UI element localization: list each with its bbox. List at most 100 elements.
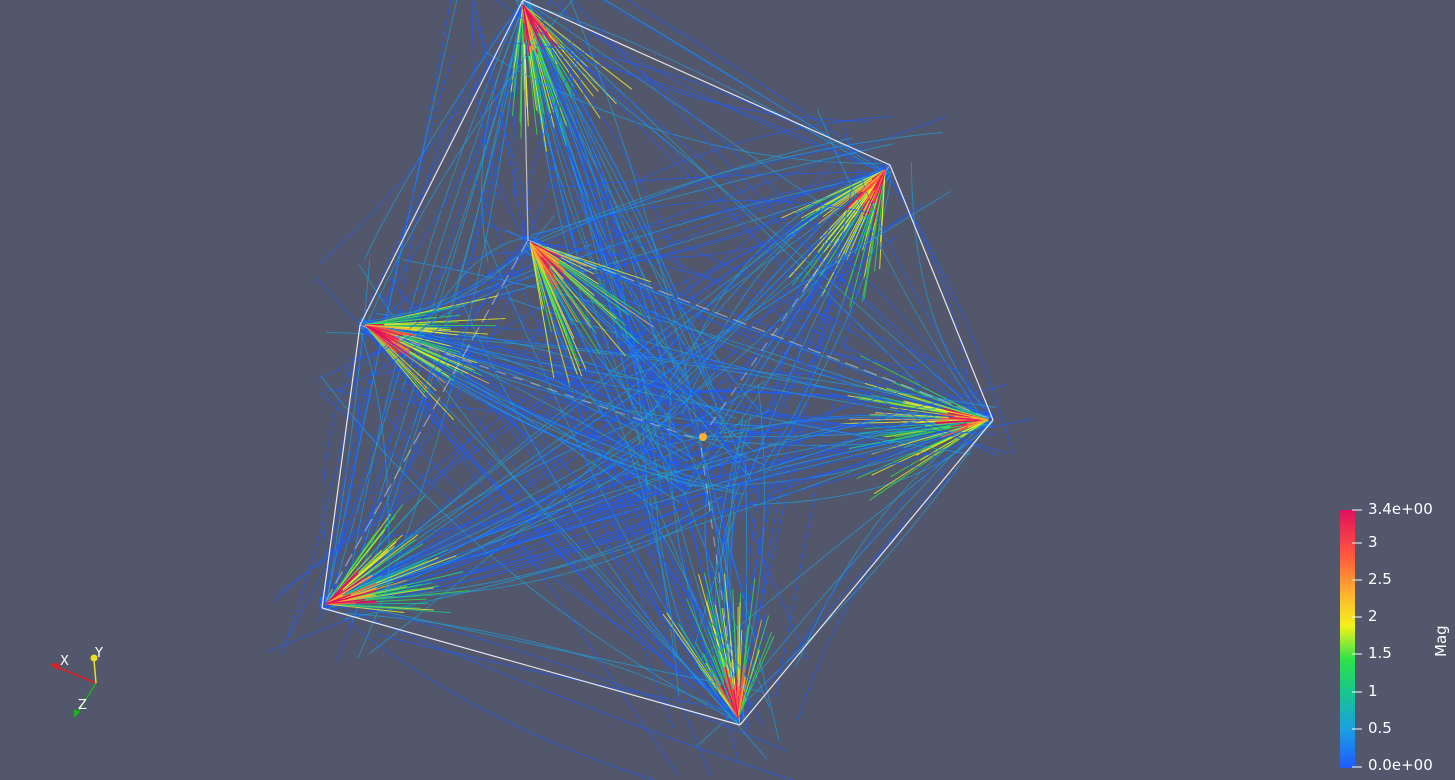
streamline bbox=[358, 321, 688, 462]
streamline bbox=[879, 165, 974, 436]
streamline bbox=[626, 0, 889, 171]
streamline-fan bbox=[737, 615, 770, 719]
streamline bbox=[530, 244, 725, 378]
streamline bbox=[363, 328, 676, 387]
legend-tick-label: 1 bbox=[1368, 682, 1378, 700]
streamline bbox=[327, 190, 951, 610]
streamline bbox=[523, 2, 760, 411]
streamline-fan bbox=[364, 324, 428, 389]
streamline bbox=[575, 259, 995, 419]
streamline bbox=[368, 168, 891, 655]
legend-gradient bbox=[1340, 510, 1355, 768]
streamline bbox=[287, 237, 525, 638]
streamline bbox=[536, 115, 892, 240]
streamline bbox=[518, 6, 872, 122]
streamline bbox=[370, 330, 768, 760]
streamline bbox=[517, 4, 727, 436]
streamline bbox=[674, 390, 994, 416]
streamline-tip bbox=[364, 324, 392, 349]
z-axis-label: Z bbox=[78, 698, 87, 713]
streamline bbox=[402, 259, 985, 427]
streamline-tip bbox=[529, 241, 564, 273]
streamline bbox=[319, 597, 795, 780]
legend-tick-label: 2 bbox=[1368, 607, 1378, 625]
streamline-tip bbox=[325, 594, 359, 605]
streamline bbox=[424, 357, 738, 721]
streamline bbox=[342, 169, 886, 544]
streamline bbox=[681, 170, 879, 375]
streamline-tip bbox=[712, 675, 739, 719]
streamline-fan bbox=[849, 169, 886, 308]
streamline bbox=[787, 419, 987, 670]
streamline bbox=[567, 65, 743, 718]
streamline bbox=[319, 406, 940, 606]
streamline bbox=[526, 235, 997, 456]
streamline-fan bbox=[868, 419, 989, 501]
streamline bbox=[331, 358, 928, 599]
streamline bbox=[371, 215, 556, 328]
streamline bbox=[360, 5, 530, 553]
streamline-tip bbox=[522, 4, 531, 47]
color-legend-bar bbox=[1340, 510, 1355, 768]
streamlines-group bbox=[267, 0, 1034, 780]
streamline-fan bbox=[364, 314, 460, 326]
streamline bbox=[376, 634, 745, 713]
streamline-fan bbox=[520, 4, 524, 127]
streamline bbox=[530, 143, 894, 236]
streamline bbox=[737, 469, 959, 722]
x-axis-label: X bbox=[60, 654, 69, 669]
legend-tick-label: 2.5 bbox=[1368, 570, 1392, 588]
streamline bbox=[486, 174, 882, 276]
streamline bbox=[397, 0, 525, 339]
streamline bbox=[600, 0, 883, 169]
streamline bbox=[371, 325, 679, 776]
streamline bbox=[524, 244, 719, 372]
streamline bbox=[316, 247, 525, 624]
streamline bbox=[589, 218, 993, 417]
streamline bbox=[472, 0, 526, 241]
streamline bbox=[532, 241, 764, 725]
streamline bbox=[525, 235, 923, 371]
streamline-fan bbox=[522, 4, 568, 128]
streamline bbox=[523, 30, 594, 242]
streamline bbox=[323, 385, 923, 609]
streamline bbox=[329, 495, 723, 602]
legend-tick-label: 1.5 bbox=[1368, 644, 1392, 662]
streamline bbox=[325, 403, 753, 599]
streamline bbox=[535, 237, 681, 447]
streamline bbox=[527, 9, 655, 476]
streamline bbox=[530, 137, 853, 247]
streamline-fan bbox=[364, 324, 451, 329]
x-axis-line bbox=[51, 664, 97, 684]
streamline-fan bbox=[815, 169, 886, 212]
streamline bbox=[358, 116, 947, 328]
streamline bbox=[318, 0, 452, 606]
streamline bbox=[844, 128, 994, 417]
streamline bbox=[364, 7, 519, 260]
streamline bbox=[477, 25, 738, 714]
streamline-fan bbox=[325, 603, 451, 614]
streamline bbox=[535, 141, 866, 249]
streamline-fan bbox=[737, 636, 775, 719]
streamline-tip bbox=[869, 169, 886, 190]
streamline bbox=[318, 391, 743, 713]
streamline bbox=[573, 197, 988, 423]
streamline-fan bbox=[529, 241, 552, 332]
streamline-tip bbox=[529, 241, 562, 259]
streamline bbox=[536, 243, 717, 439]
streamline bbox=[568, 174, 888, 245]
streamline bbox=[325, 0, 458, 609]
streamline bbox=[335, 5, 524, 583]
streamline bbox=[485, 51, 882, 165]
streamline-tip bbox=[529, 241, 558, 285]
streamline bbox=[316, 242, 531, 570]
streamline bbox=[336, 9, 522, 662]
streamline-tip bbox=[364, 324, 411, 357]
streamline-fan bbox=[666, 612, 739, 719]
streamline bbox=[323, 159, 840, 611]
streamline-fan bbox=[529, 241, 555, 379]
streamline bbox=[535, 248, 1008, 454]
streamline-fan bbox=[821, 169, 886, 297]
